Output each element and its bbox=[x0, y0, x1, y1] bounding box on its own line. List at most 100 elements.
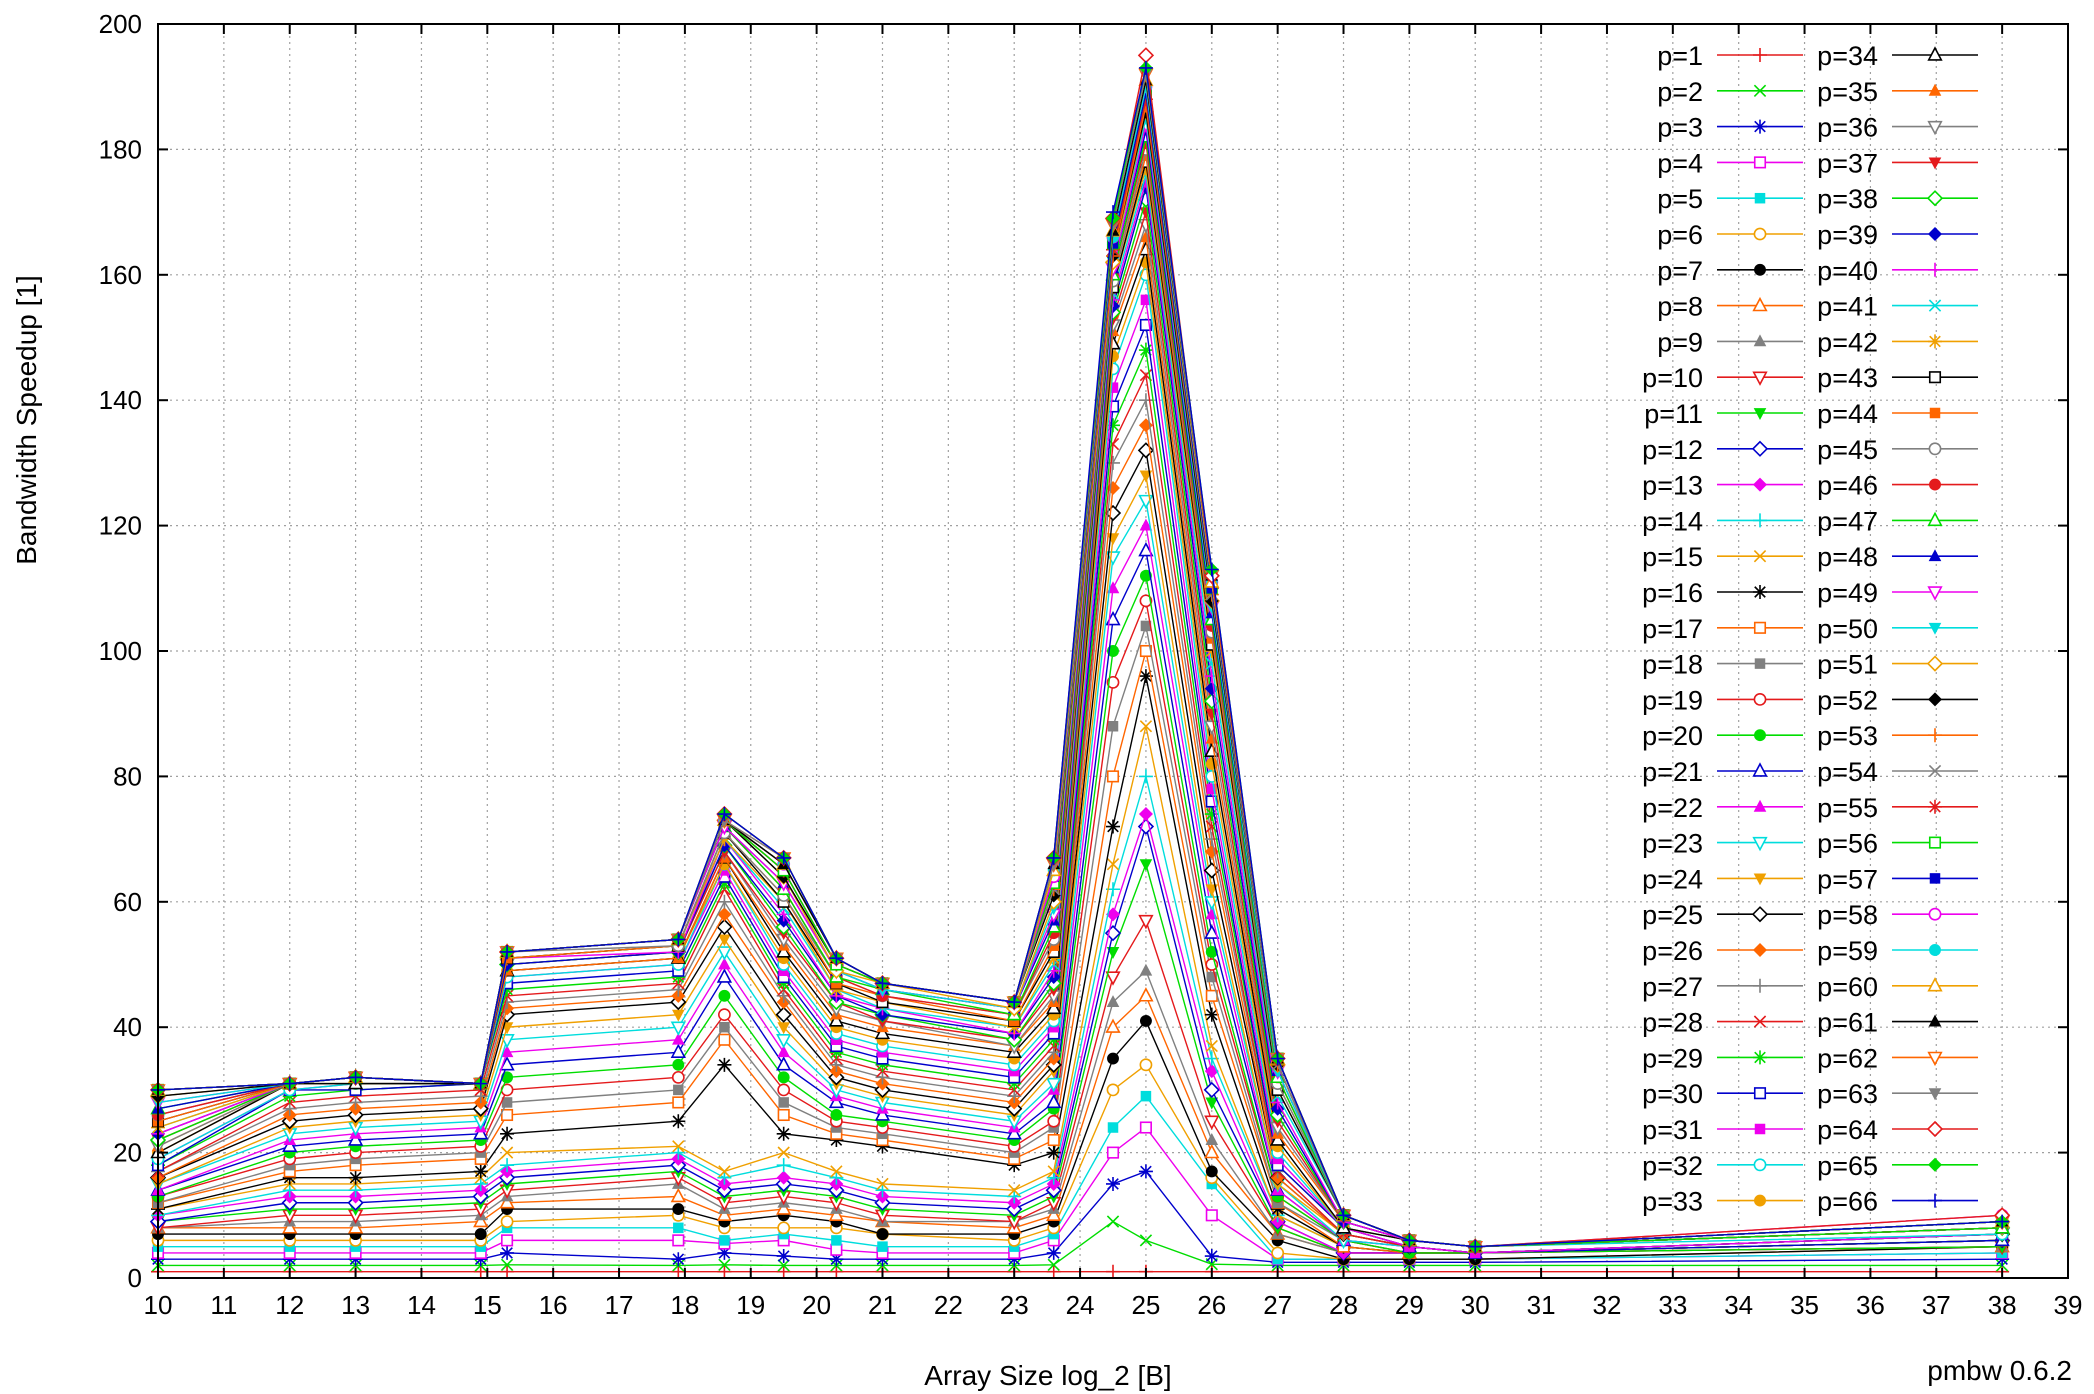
x-tick-label: 23 bbox=[1000, 1290, 1029, 1320]
legend-item-p-39: p=39 bbox=[1817, 220, 1978, 250]
data-point bbox=[717, 1264, 732, 1279]
data-point bbox=[1753, 513, 1767, 528]
data-point bbox=[1106, 205, 1120, 220]
data-point bbox=[829, 1252, 844, 1267]
data-point bbox=[1138, 669, 1153, 684]
legend-item-p-36: p=36 bbox=[1817, 113, 1978, 143]
legend-label: p=3 bbox=[1657, 113, 1703, 143]
legend-item-p-50: p=50 bbox=[1817, 614, 1978, 644]
data-point bbox=[1106, 819, 1120, 834]
data-point bbox=[1106, 1215, 1120, 1228]
data-point bbox=[1139, 1058, 1153, 1072]
legend-label: p=32 bbox=[1642, 1151, 1703, 1181]
legend-label: p=31 bbox=[1642, 1115, 1703, 1145]
series-line bbox=[158, 1019, 2003, 1260]
data-point bbox=[1753, 1015, 1767, 1028]
data-point bbox=[777, 1221, 791, 1235]
data-point bbox=[1205, 795, 1218, 808]
data-point bbox=[830, 1243, 843, 1256]
data-point bbox=[1751, 440, 1769, 457]
legend-item-p-16: p=16 bbox=[1642, 578, 1803, 608]
series-line bbox=[157, 523, 2003, 1254]
data-point bbox=[671, 1114, 686, 1129]
x-tick-label: 38 bbox=[1988, 1290, 2017, 1320]
legend-label: p=48 bbox=[1817, 542, 1878, 572]
x-tick-label: 16 bbox=[539, 1290, 568, 1320]
series-line bbox=[157, 969, 2003, 1254]
data-point bbox=[1204, 1007, 1219, 1022]
data-point bbox=[829, 1133, 844, 1148]
data-point bbox=[1007, 995, 1022, 1010]
data-point bbox=[829, 1170, 844, 1185]
data-point bbox=[1270, 1051, 1285, 1066]
data-point bbox=[830, 1109, 843, 1121]
data-point bbox=[717, 875, 732, 890]
legend-label: p=50 bbox=[1817, 614, 1878, 644]
data-point bbox=[1928, 1088, 1942, 1101]
legend-label: p=42 bbox=[1817, 327, 1878, 357]
data-point bbox=[716, 946, 733, 961]
data-point bbox=[672, 1009, 685, 1022]
data-point bbox=[875, 976, 890, 991]
data-point bbox=[1928, 549, 1942, 562]
legend-label: p=57 bbox=[1817, 864, 1878, 894]
data-point bbox=[1928, 1014, 1942, 1027]
data-point bbox=[777, 1083, 791, 1097]
data-point bbox=[501, 1108, 514, 1122]
data-point bbox=[1204, 924, 1220, 939]
data-point bbox=[1928, 1193, 1942, 1208]
legend-label: p=26 bbox=[1642, 936, 1703, 966]
data-point bbox=[829, 1264, 844, 1279]
data-point bbox=[348, 1183, 363, 1198]
data-point bbox=[717, 1170, 732, 1185]
legend-label: p=47 bbox=[1817, 506, 1878, 536]
data-point bbox=[672, 1032, 685, 1045]
legend-item-p-1: p=1 bbox=[1657, 41, 1803, 71]
data-point bbox=[1402, 1233, 1417, 1248]
x-tick-label: 39 bbox=[2054, 1290, 2083, 1320]
data-point bbox=[1754, 1194, 1766, 1207]
data-point bbox=[671, 970, 686, 985]
series-p-66 bbox=[151, 60, 2010, 1254]
data-point bbox=[1206, 971, 1218, 983]
data-point bbox=[1753, 156, 1767, 169]
data-point bbox=[1928, 692, 1942, 707]
data-point bbox=[348, 1170, 363, 1185]
x-tick-label: 21 bbox=[868, 1290, 897, 1320]
data-point bbox=[1139, 318, 1152, 332]
data-point bbox=[1139, 594, 1153, 608]
data-point bbox=[875, 1139, 890, 1154]
data-point bbox=[1928, 836, 1942, 849]
data-point bbox=[673, 1084, 684, 1096]
data-point bbox=[718, 1008, 731, 1022]
data-point bbox=[1138, 1164, 1153, 1179]
data-point bbox=[875, 1057, 890, 1072]
data-point bbox=[1928, 799, 1942, 814]
data-point bbox=[1926, 1120, 1944, 1138]
data-point bbox=[473, 1252, 488, 1267]
x-tick-label: 33 bbox=[1658, 1290, 1687, 1320]
legend-item-p-44: p=44 bbox=[1817, 399, 1978, 429]
legend-item-p-12: p=12 bbox=[1642, 435, 1803, 465]
data-point bbox=[776, 1126, 791, 1141]
legend-label: p=2 bbox=[1657, 77, 1703, 107]
data-point bbox=[500, 1258, 514, 1271]
data-point bbox=[500, 1158, 515, 1173]
legend-item-p-66: p=66 bbox=[1817, 1187, 1978, 1217]
data-point bbox=[876, 1177, 889, 1191]
x-tick-label: 27 bbox=[1263, 1290, 1292, 1320]
data-point bbox=[1107, 382, 1119, 393]
legend-label: p=59 bbox=[1817, 936, 1878, 966]
legend-item-p-20: p=20 bbox=[1642, 721, 1803, 751]
legend-item-p-33: p=33 bbox=[1642, 1187, 1803, 1217]
data-point bbox=[1205, 731, 1219, 744]
legend-item-p-40: p=40 bbox=[1817, 256, 1978, 286]
data-point bbox=[1106, 1083, 1120, 1097]
data-point bbox=[500, 944, 515, 959]
data-point bbox=[671, 982, 686, 997]
legend-label: p=18 bbox=[1642, 650, 1703, 680]
data-point bbox=[1928, 262, 1942, 277]
data-point bbox=[776, 1264, 791, 1279]
data-point bbox=[1754, 658, 1766, 669]
data-point bbox=[1928, 442, 1942, 456]
